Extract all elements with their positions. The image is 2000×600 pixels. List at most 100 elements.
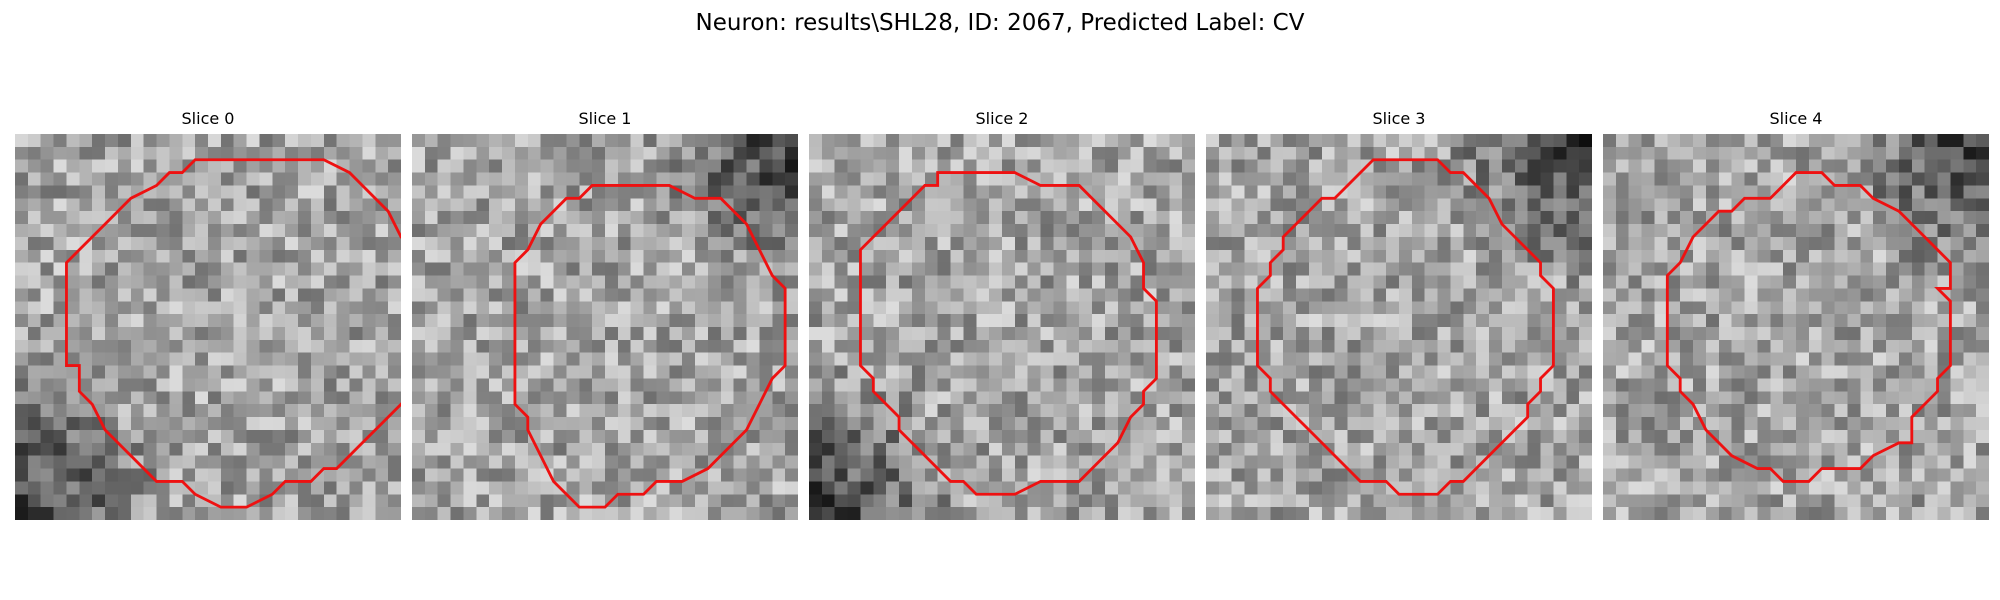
pixel	[362, 404, 376, 418]
pixel	[1860, 404, 1874, 418]
pixel	[233, 339, 247, 353]
pixel	[1489, 236, 1503, 251]
pixel	[1911, 429, 1925, 444]
pixel	[1847, 327, 1861, 341]
pixel	[1731, 468, 1745, 482]
pixel	[259, 172, 273, 186]
pixel	[1169, 172, 1183, 186]
pixel	[899, 249, 913, 263]
pixel	[424, 507, 438, 520]
pixel	[1976, 275, 1989, 289]
pixel	[733, 159, 747, 173]
pixel	[1386, 429, 1400, 444]
pixel	[1040, 442, 1054, 456]
pixel	[40, 172, 54, 186]
pixel	[963, 159, 977, 173]
pixel	[27, 468, 41, 482]
pixel	[1718, 301, 1732, 315]
pixel	[412, 339, 426, 353]
pixel	[1066, 288, 1080, 302]
pixel	[514, 159, 529, 173]
pixel	[1566, 275, 1580, 289]
pixel	[1770, 301, 1784, 315]
pixel	[1040, 417, 1054, 431]
pixel	[976, 288, 990, 302]
pixel	[1963, 391, 1977, 405]
pixel	[1886, 365, 1900, 379]
pixel	[323, 481, 337, 495]
pixel	[92, 481, 106, 495]
pixel	[834, 224, 848, 238]
pixel	[1257, 352, 1271, 366]
pixel	[169, 159, 183, 173]
pixel	[785, 378, 798, 392]
pixel	[605, 327, 619, 341]
pixel	[1463, 314, 1477, 328]
pixel	[1386, 352, 1400, 366]
pixel	[1296, 339, 1310, 353]
pixel	[1143, 314, 1157, 328]
pixel	[566, 404, 580, 418]
pixel	[1501, 481, 1516, 495]
pixel	[695, 404, 709, 418]
pixel	[1104, 262, 1119, 276]
pixel	[976, 172, 990, 186]
pixel	[195, 314, 209, 328]
pixel	[182, 185, 196, 199]
pixel	[834, 378, 848, 392]
pixel	[437, 288, 451, 302]
pixel	[1579, 481, 1592, 495]
pixel	[1257, 262, 1271, 276]
pixel	[105, 198, 119, 212]
pixel	[1501, 404, 1516, 418]
pixel	[1117, 404, 1131, 418]
pixel	[937, 262, 951, 276]
pixel	[1783, 429, 1797, 444]
pixel	[349, 481, 363, 495]
pixel	[899, 327, 913, 341]
pixel	[1347, 275, 1361, 289]
pixel	[682, 249, 696, 263]
pixel	[1654, 134, 1668, 148]
pixel	[1347, 134, 1361, 148]
pixel	[285, 468, 299, 482]
pixel	[809, 262, 823, 276]
pixel	[1628, 365, 1642, 379]
pixel	[1399, 275, 1413, 289]
pixel	[1860, 301, 1874, 315]
pixel	[1334, 172, 1348, 186]
pixel	[450, 146, 464, 160]
pixel	[656, 288, 670, 302]
pixel	[733, 262, 747, 276]
pixel	[1641, 146, 1655, 160]
pixel	[1641, 249, 1655, 263]
pixel	[1847, 198, 1861, 212]
pixel	[220, 404, 234, 418]
pixel	[527, 327, 541, 341]
pixel	[695, 365, 709, 379]
pixel	[1680, 275, 1694, 289]
pixel	[1757, 442, 1771, 456]
pixel	[656, 455, 670, 469]
pixel	[246, 262, 260, 276]
pixel	[375, 481, 389, 495]
pixel	[298, 134, 312, 148]
pixel	[1579, 198, 1592, 212]
pixel	[976, 481, 990, 495]
pixel	[424, 134, 438, 148]
pixel	[1527, 442, 1541, 456]
pixel	[1693, 429, 1707, 444]
pixel	[1654, 442, 1668, 456]
pixel	[963, 339, 977, 353]
pixel	[860, 262, 874, 276]
pixel	[1002, 262, 1016, 276]
pixel	[349, 288, 363, 302]
pixel	[450, 481, 464, 495]
pixel	[643, 391, 657, 405]
pixel	[220, 146, 234, 160]
pixel	[821, 236, 835, 251]
pixel	[937, 134, 951, 148]
pixel	[27, 211, 41, 225]
pixel	[1705, 442, 1720, 456]
pixel	[105, 301, 119, 315]
